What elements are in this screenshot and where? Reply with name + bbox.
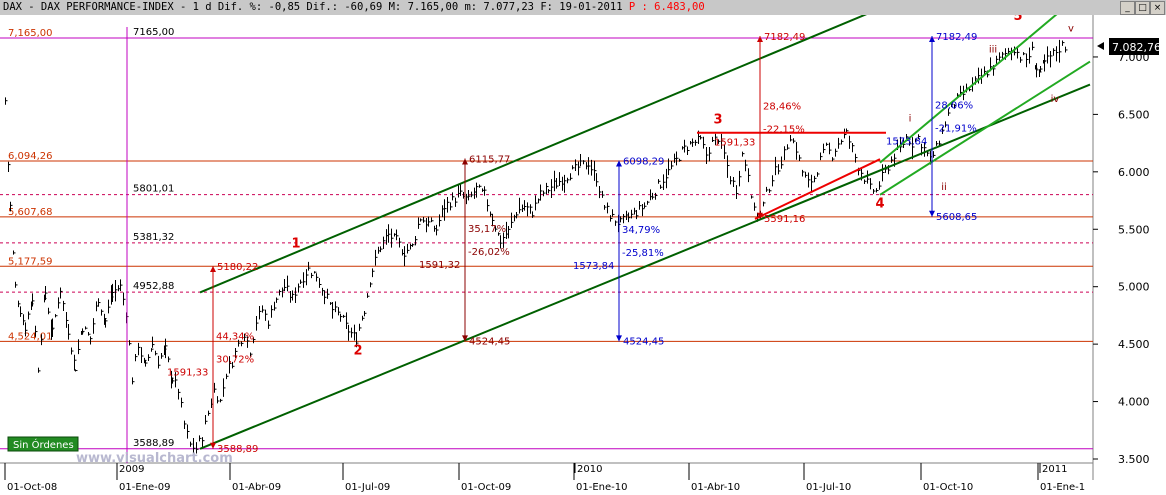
current-price-label: 7.082,76: [1112, 41, 1161, 54]
year-label: 2011: [1042, 464, 1067, 475]
level-value-label: 7165,00: [133, 27, 174, 38]
measure-bottom-label: 5608,65: [936, 212, 977, 223]
measure-top-label: 5180,22: [217, 262, 258, 273]
measure-top-label: 6115,77: [469, 155, 510, 166]
measure-pct2-label: -22,15%: [763, 124, 805, 135]
measure-diff-label: 1591,33: [714, 137, 755, 148]
trend-line: [754, 158, 881, 220]
y-tick-label: 5.000: [1118, 281, 1150, 294]
level-label: 5,607,68: [8, 207, 53, 218]
trend-line: [199, 83, 1091, 450]
x-tick-label: 01-Abr-10: [691, 482, 740, 493]
year-label: 2009: [119, 464, 144, 475]
measure-arrow-up-icon: [757, 35, 763, 42]
measure-arrow-down-icon: [616, 335, 622, 342]
y-tick-label: 3.500: [1118, 453, 1150, 466]
level-value-label: 4952,88: [133, 281, 174, 292]
wave-label: iii: [989, 44, 997, 55]
wave-label: 2: [353, 343, 362, 358]
measure-top-label: 6098,29: [623, 157, 664, 168]
current-price-arrow-icon: [1097, 42, 1104, 50]
wave-label: v: [1068, 24, 1074, 35]
level-label: 6,094,26: [8, 151, 53, 162]
wave-label: 4: [875, 196, 884, 211]
wave-label: iv: [1051, 94, 1060, 105]
y-tick-label: 4.500: [1118, 338, 1150, 351]
y-tick-label: 6.000: [1118, 166, 1150, 179]
level-value-label: 5381,32: [133, 232, 174, 243]
level-label: 4,524,01: [8, 331, 53, 342]
level-value-label: 5801,01: [133, 184, 174, 195]
y-axis-panel: [1093, 15, 1166, 480]
measure-pct-label: 28,06%: [935, 100, 973, 111]
wave-label: ii: [941, 182, 947, 193]
wave-label: 5: [1013, 15, 1022, 24]
measure-diff-label: 1573,84: [573, 261, 614, 272]
measure-pct-label: 44,34%: [216, 331, 254, 342]
maximize-button[interactable]: □: [1135, 1, 1150, 15]
wave-label: i: [909, 113, 912, 124]
x-tick-label: 01-Oct-10: [923, 482, 973, 493]
status-badge[interactable]: [7, 436, 79, 452]
x-tick-label: 01-Jul-09: [345, 482, 390, 493]
measure-diff-label: 1573,84: [886, 136, 927, 147]
measure-pct-label: 28,46%: [763, 101, 801, 112]
price-chart[interactable]: 7,165,00 7165,006,094,265801,015,607,6853…: [0, 15, 1166, 495]
measure-arrow-down-icon: [929, 210, 935, 217]
title-bar: DAX - DAX PERFORMANCE-INDEX - 1 d Dif. %…: [0, 0, 1166, 15]
measure-arrow-up-icon: [210, 265, 216, 272]
measure-bottom-label: 5591,16: [764, 214, 805, 225]
current-price-box: [1109, 38, 1159, 55]
minimize-button[interactable]: _: [1120, 1, 1135, 15]
measure-diff-label: 1591,32: [419, 260, 460, 271]
measure-top-label: 7182,49: [936, 32, 977, 43]
measure-pct2-label: -25,81%: [622, 248, 664, 259]
x-tick-label: 01-Oct-09: [461, 482, 511, 493]
level-label: 5,177,59: [8, 256, 53, 267]
measure-arrow-down-icon: [462, 335, 468, 342]
y-tick-label: 4.000: [1118, 396, 1150, 409]
x-tick-label: 01-Ene-1: [1040, 482, 1085, 493]
measure-arrow-down-icon: [210, 442, 216, 449]
x-tick-label: 01-Jul-10: [806, 482, 851, 493]
trend-line: [199, 15, 868, 294]
plot-area: [0, 15, 1093, 463]
status-badge-text: Sin Órdenes: [13, 438, 74, 451]
measure-pct2-label: 30,72%: [216, 354, 254, 365]
measure-diff-label: 1591,33: [167, 367, 208, 378]
measure-arrow-up-icon: [462, 158, 468, 165]
x-tick-label: 01-Ene-09: [119, 482, 170, 493]
measure-bottom-label: 4524,45: [469, 336, 510, 347]
title-p-label: P : 6.483,00: [628, 1, 705, 13]
measure-pct-label: 34,79%: [622, 225, 660, 236]
measure-arrow-up-icon: [929, 35, 935, 42]
level-label: 7,165,00: [8, 28, 53, 39]
close-button[interactable]: ×: [1150, 1, 1165, 15]
measure-bottom-label: 4524,45: [623, 336, 664, 347]
x-tick-label: 01-Ene-10: [576, 482, 627, 493]
level-value-label: 3588,89: [133, 438, 174, 449]
x-tick-label: 01-Abr-09: [232, 482, 281, 493]
measure-pct2-label: -26,02%: [468, 247, 510, 258]
title-text: DAX - DAX PERFORMANCE-INDEX - 1 d Dif. %…: [3, 1, 623, 13]
y-tick-label: 6.500: [1118, 108, 1150, 121]
watermark: www.visualchart.com: [76, 451, 233, 466]
x-tick-label: 01-Oct-08: [7, 482, 57, 493]
year-label: 2010: [577, 464, 602, 475]
measure-arrow-down-icon: [757, 212, 763, 219]
trend-line: [879, 60, 1091, 196]
wave-label: 1: [291, 237, 300, 252]
trend-line: [879, 15, 1058, 164]
wave-label: 3: [713, 113, 722, 128]
measure-arrow-up-icon: [616, 160, 622, 167]
measure-pct2-label: -21,91%: [935, 123, 977, 134]
y-tick-label: 5.500: [1118, 223, 1150, 236]
measure-top-label: 7182,49: [764, 32, 805, 43]
measure-pct-label: 35,17%: [468, 224, 506, 235]
measure-bottom-label: 3588,89: [217, 444, 258, 455]
